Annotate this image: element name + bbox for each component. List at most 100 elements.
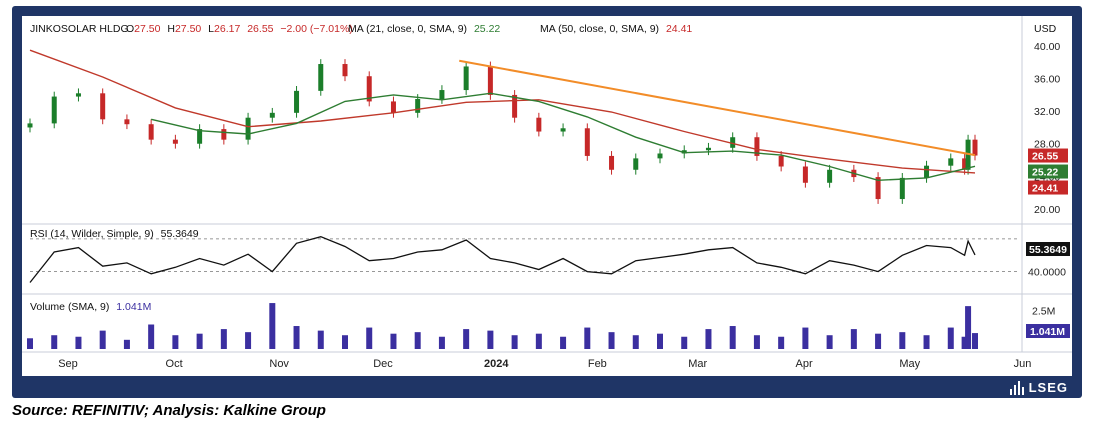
candle-body [318, 64, 324, 91]
price-badge-label: 26.55 [1032, 151, 1058, 163]
ohlc-open-label: O [126, 23, 134, 35]
volume-bar [729, 326, 736, 349]
volume-label: Volume (SMA, 9) [30, 301, 109, 313]
lseg-mark-icon [1009, 380, 1025, 395]
grid [22, 16, 1072, 353]
price-tick-label: 36.00 [1034, 74, 1060, 86]
x-tick-label: Oct [166, 358, 183, 370]
volume-bar [802, 327, 809, 349]
ma50-legend: MA (50, close, 0, SMA, 9) 24.41 [540, 23, 692, 35]
candle-body [269, 112, 275, 118]
ma21-legend: MA (21, close, 0, SMA, 9) 25.22 [348, 23, 500, 35]
candle-body [584, 128, 590, 156]
candle-body [875, 177, 881, 200]
volume-bar [366, 327, 373, 349]
candle-body [778, 155, 784, 167]
volume-bar [681, 336, 688, 349]
volume-axis-label: 2.5M [1032, 306, 1055, 318]
candle-body [802, 166, 808, 183]
volume-bar [899, 332, 906, 349]
volume-bar [27, 338, 33, 349]
volume-bar [947, 327, 954, 349]
volume-bar [463, 329, 470, 349]
trendline [459, 59, 976, 157]
price-tick-label: 40.00 [1034, 41, 1060, 53]
candle-body [730, 137, 736, 148]
ohlc-readout: O27.50 H27.50 L26.17 26.55 −2.00 (−7.01%… [126, 23, 353, 35]
volume-bars: 2.5M 1.041M [27, 303, 1070, 349]
volume-bar [560, 336, 567, 349]
rsi-value: 55.3649 [161, 228, 199, 240]
volume-bar [875, 333, 882, 349]
stock-chart: 2.5M 1.041M 55.3649 40.0000 40.00 36.00 32.0… [22, 16, 1072, 370]
ma21-label: MA (21, close, 0, SMA, 9) [348, 23, 467, 35]
rsi-badge-label: 55.3649 [1029, 244, 1067, 256]
candle-body [924, 165, 930, 178]
price-badge-label: 24.41 [1032, 183, 1058, 195]
price-badge-label: 25.22 [1032, 167, 1058, 179]
candle-body [705, 147, 711, 151]
candle-body [657, 153, 663, 159]
price-tick-label: 20.00 [1034, 204, 1060, 216]
candle-body [366, 76, 372, 102]
volume-legend: Volume (SMA, 9) 1.041M [30, 301, 151, 313]
legend: JINKOSOLAR HLDG O27.50 H27.50 L26.17 26.… [30, 23, 1057, 313]
volume-bar [705, 329, 712, 349]
rsi-level-label: 40.0000 [1028, 267, 1066, 279]
volume-bar [826, 335, 833, 349]
candle-body [245, 117, 251, 140]
candle-body [536, 117, 542, 132]
volume-bar [269, 303, 276, 349]
x-tick-label: Feb [588, 358, 607, 370]
volume-bar [99, 330, 106, 349]
ma21-value: 25.22 [474, 23, 500, 35]
candle-body [962, 158, 968, 170]
candle-body [948, 158, 954, 166]
ma50-line [29, 49, 976, 174]
volume-bar [123, 339, 130, 349]
candle-body [972, 139, 978, 156]
x-tick-label: Jun [1014, 358, 1032, 370]
volume-bar [220, 329, 227, 349]
volume-bar [511, 335, 518, 349]
candle-body [681, 150, 687, 154]
candle-body [100, 93, 106, 120]
candle-body [754, 137, 760, 156]
volume-bar [196, 333, 203, 349]
volume-bar [487, 330, 494, 349]
candle-body [221, 129, 227, 140]
volume-bar [148, 324, 155, 349]
candle-body [390, 101, 396, 113]
ohlc-close: 26.55 [247, 23, 273, 35]
currency-label: USD [1034, 23, 1057, 35]
lseg-logo: LSEG [1009, 380, 1068, 395]
volume-bar [584, 327, 591, 349]
volume-bar [438, 336, 445, 349]
ma21-line [151, 92, 976, 182]
candle-body [124, 119, 130, 125]
candle-body [899, 177, 905, 200]
volume-bar [75, 336, 82, 349]
price-badge [1028, 164, 1068, 179]
x-tick-label: 2024 [484, 358, 509, 370]
volume-bar [778, 336, 785, 349]
x-tick-label: Dec [373, 358, 393, 370]
price-tick-label: 32.00 [1034, 106, 1060, 118]
volume-bar [923, 335, 930, 349]
volume-bar [961, 336, 968, 349]
volume-bar [414, 332, 421, 349]
x-tick-label: Nov [269, 358, 289, 370]
symbol-label: JINKOSOLAR HLDG [30, 23, 129, 35]
x-tick-label: Mar [688, 358, 707, 370]
candle-body [342, 64, 348, 77]
candlesticks [27, 59, 978, 204]
candle-body [487, 66, 493, 95]
candle-body [560, 128, 566, 132]
price-badge [1028, 180, 1068, 195]
volume-bar [172, 335, 179, 349]
candle-body [415, 99, 421, 113]
volume-bar [51, 335, 58, 349]
x-tick-label: May [899, 358, 920, 370]
volume-bar [390, 333, 397, 349]
candle-body [439, 90, 445, 99]
